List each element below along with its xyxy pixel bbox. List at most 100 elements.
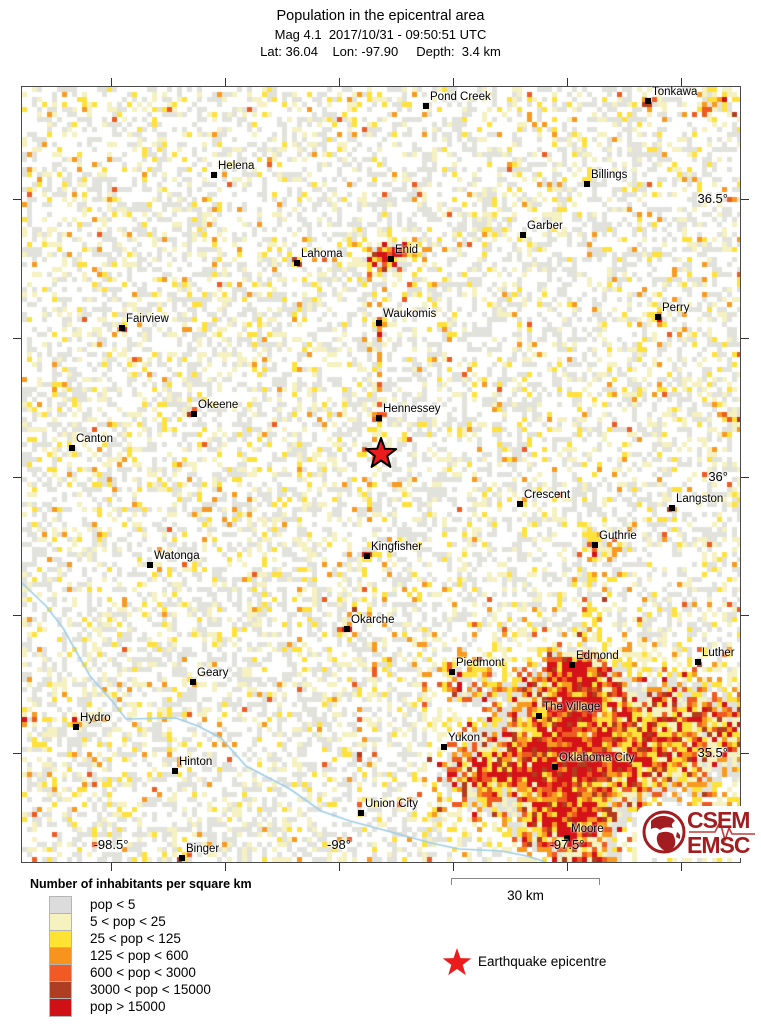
legend-title: Number of inhabitants per square km [30, 877, 252, 891]
town-marker [179, 855, 185, 861]
axis-tick [567, 78, 568, 86]
town-label: Geary [197, 667, 229, 679]
legend-label: 5 < pop < 25 [90, 914, 166, 929]
csem-emsc-logo: CSEM EMSC [637, 806, 759, 858]
town-label: Canton [76, 433, 114, 445]
legend-label: 125 < pop < 600 [90, 948, 189, 963]
page-title: Population in the epicentral area [276, 8, 485, 24]
town-marker [358, 810, 364, 816]
town-label: Tonkawa [652, 86, 698, 98]
axis-tick [13, 753, 21, 754]
town-marker [376, 415, 382, 421]
town-label: Union City [365, 798, 419, 810]
town-label: Billings [591, 169, 628, 181]
town-marker [147, 562, 153, 568]
town-marker [376, 320, 382, 326]
town-label: Langston [676, 493, 724, 505]
axis-tick [741, 753, 749, 754]
town-label: Hydro [80, 712, 111, 724]
town-marker [564, 835, 570, 841]
legend-label: pop < 5 [90, 897, 136, 912]
legend-label: 25 < pop < 125 [90, 931, 181, 946]
latitude-label: 36° [708, 469, 728, 484]
town-marker [73, 724, 79, 730]
axis-tick [13, 338, 21, 339]
town-label: Helena [218, 160, 255, 172]
scale-bar [451, 878, 600, 888]
axis-tick [13, 477, 21, 478]
axis-tick [681, 863, 682, 871]
town-label: Okarche [351, 614, 395, 626]
axis-tick [741, 477, 749, 478]
town-marker [645, 98, 651, 104]
axis-tick [567, 863, 568, 871]
axis-tick [339, 78, 340, 86]
latitude-label: 35.5° [697, 745, 728, 760]
town-marker [517, 501, 523, 507]
town-marker [344, 626, 350, 632]
epicenter-star-icon [364, 437, 398, 468]
legend-label: 3000 < pop < 15000 [90, 982, 211, 997]
town-marker [655, 314, 661, 320]
town-label: Yukon [448, 732, 480, 744]
axis-tick [225, 863, 226, 871]
latitude-label: 36.5° [697, 191, 728, 206]
town-label: Piedmont [456, 657, 505, 669]
axis-tick [13, 199, 21, 200]
town-label: Okeene [198, 399, 239, 411]
legend-label: pop > 15000 [90, 999, 166, 1014]
longitude-label: -98.5° [93, 837, 129, 852]
town-label: Fairview [126, 313, 169, 325]
legend-label: 600 < pop < 3000 [90, 965, 196, 980]
axis-tick [741, 615, 749, 616]
town-label: The Village [543, 701, 601, 713]
epicenter-legend-label: Earthquake epicentre [478, 954, 607, 969]
town-marker [536, 713, 542, 719]
town-marker [695, 659, 701, 665]
town-label: Waukomis [383, 308, 437, 320]
town-marker [584, 181, 590, 187]
town-label: Perry [662, 302, 690, 314]
scale-bar-label: 30 km [507, 888, 544, 903]
emsc-globe-icon [642, 810, 755, 854]
town-label: Binger [186, 843, 220, 855]
town-label: Guthrie [599, 530, 637, 542]
town-marker [669, 505, 675, 511]
town-label: Kingfisher [371, 541, 423, 553]
population-map: Pond Creek Tonkawa Helena Billings Garber Eni… [13, 78, 749, 871]
town-marker [172, 768, 178, 774]
town-label: Oklahoma City [559, 752, 635, 764]
town-label: Luther [702, 647, 735, 659]
logo-text-csem: CSEM [687, 807, 750, 833]
town-marker [191, 411, 197, 417]
town-marker [211, 172, 217, 178]
event-coordinates-depth: Lat: 36.04 Lon: -97.90 Depth: 3.4 km [260, 44, 501, 59]
longitude-label: -98° [327, 837, 351, 852]
town-label: Moore [571, 823, 604, 835]
axis-tick [13, 615, 21, 616]
town-marker [119, 325, 125, 331]
town-marker [364, 553, 370, 559]
axis-tick [111, 863, 112, 871]
town-marker [569, 662, 575, 668]
axis-tick [741, 338, 749, 339]
town-marker [552, 764, 558, 770]
axis-tick [339, 863, 340, 871]
town-label: Watonga [154, 550, 200, 562]
town-label: Garber [527, 220, 563, 232]
town-label: Pond Creek [430, 91, 491, 103]
population-grid-canvas [22, 87, 740, 862]
axis-tick [453, 78, 454, 86]
town-marker [69, 445, 75, 451]
axis-tick [741, 199, 749, 200]
town-label: Hennessey [383, 403, 441, 415]
town-marker [190, 679, 196, 685]
town-marker [520, 232, 526, 238]
town-label: Edmond [576, 650, 619, 662]
town-marker [441, 744, 447, 750]
event-magnitude-time: Mag 4.1 2017/10/31 - 09:50:51 UTC [274, 27, 487, 42]
epicenter-legend-star-icon [442, 948, 472, 976]
axis-tick [111, 78, 112, 86]
axis-tick [225, 78, 226, 86]
